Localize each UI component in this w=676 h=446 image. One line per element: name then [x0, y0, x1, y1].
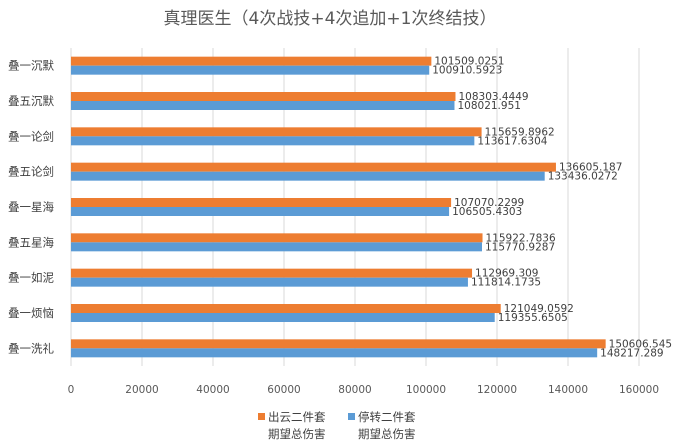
x-tick-label: 80000	[338, 384, 371, 396]
data-label-series-0: 108303.4449	[458, 91, 528, 103]
legend-label: 期望总伤害	[268, 427, 326, 441]
category-label: 叠一星海	[8, 200, 54, 214]
bar-series-1	[71, 171, 545, 181]
category-label: 叠一烦恼	[8, 306, 54, 320]
x-tick-label: 0	[68, 384, 75, 396]
bar-series-1	[71, 207, 450, 216]
data-label-series-1: 106505.4303	[452, 206, 522, 218]
bar-series-1	[71, 65, 430, 75]
data-label-series-1: 148217.289	[600, 347, 663, 359]
bar-series-0	[71, 198, 452, 207]
category-label: 叠五沉默	[8, 94, 54, 108]
data-label-series-1: 113617.6304	[477, 135, 547, 147]
data-label-series-0: 150606.545	[609, 338, 672, 350]
legend-label: 期望总伤害	[358, 427, 416, 441]
bar-series-0	[71, 268, 473, 278]
legend-label: 出云二件套	[268, 410, 326, 424]
legend-swatch	[258, 413, 265, 420]
bar-series-0	[71, 162, 556, 172]
data-label-series-1: 119355.6505	[498, 312, 568, 324]
data-label-series-1: 133436.0272	[548, 171, 618, 183]
x-tick-label: 60000	[267, 384, 300, 396]
bar-series-0	[71, 92, 456, 101]
data-label-series-0: 101509.0251	[434, 56, 504, 68]
category-label: 叠一洗礼	[8, 341, 54, 355]
data-label-series-0: 136605.187	[559, 162, 622, 174]
bar-series-1	[71, 348, 598, 358]
data-label-series-1: 115770.9287	[485, 241, 555, 253]
x-tick-label: 120000	[477, 384, 517, 396]
x-tick-label: 140000	[548, 384, 588, 396]
data-label-series-1: 108021.951	[457, 100, 520, 112]
bar-series-0	[71, 56, 432, 66]
bar-series-1	[71, 277, 468, 287]
category-label: 叠五星海	[8, 235, 54, 249]
chart-title: 真理医生（4次战技+4次追加+1次终结技）	[164, 9, 497, 29]
bar-series-0	[71, 304, 501, 313]
legend-swatch	[348, 413, 355, 420]
data-label-series-0: 121049.0592	[504, 303, 574, 315]
x-tick-label: 20000	[125, 384, 158, 396]
category-label: 叠一如泥	[8, 271, 54, 285]
data-label-series-0: 115922.7836	[486, 232, 556, 244]
category-label: 叠一论剑	[8, 129, 54, 143]
x-tick-label: 40000	[196, 384, 229, 396]
legend-label: 停转二件套	[358, 410, 416, 424]
bar-series-0	[71, 339, 606, 349]
bar-series-1	[71, 136, 475, 146]
bar-series-1	[71, 313, 495, 322]
data-label-series-0: 115659.8962	[485, 126, 555, 138]
bar-series-0	[71, 233, 483, 243]
bar-series-1	[71, 242, 482, 252]
x-tick-label: 160000	[619, 384, 659, 396]
bar-series-0	[71, 127, 482, 137]
category-label: 叠一沉默	[8, 59, 54, 73]
data-label-series-0: 107070.2299	[454, 197, 524, 209]
data-label-series-1: 111814.1735	[471, 277, 541, 289]
category-label: 叠五论剑	[8, 165, 54, 179]
data-label-series-0: 112969.309	[475, 268, 538, 280]
x-axis-ticks: 0 20000 40000 60000 80000 100000 120000 140000 1…	[68, 384, 659, 396]
x-tick-label: 100000	[406, 384, 446, 396]
bars	[71, 56, 606, 358]
data-label-series-1: 100910.5923	[432, 65, 502, 77]
bar-series-1	[71, 101, 455, 110]
